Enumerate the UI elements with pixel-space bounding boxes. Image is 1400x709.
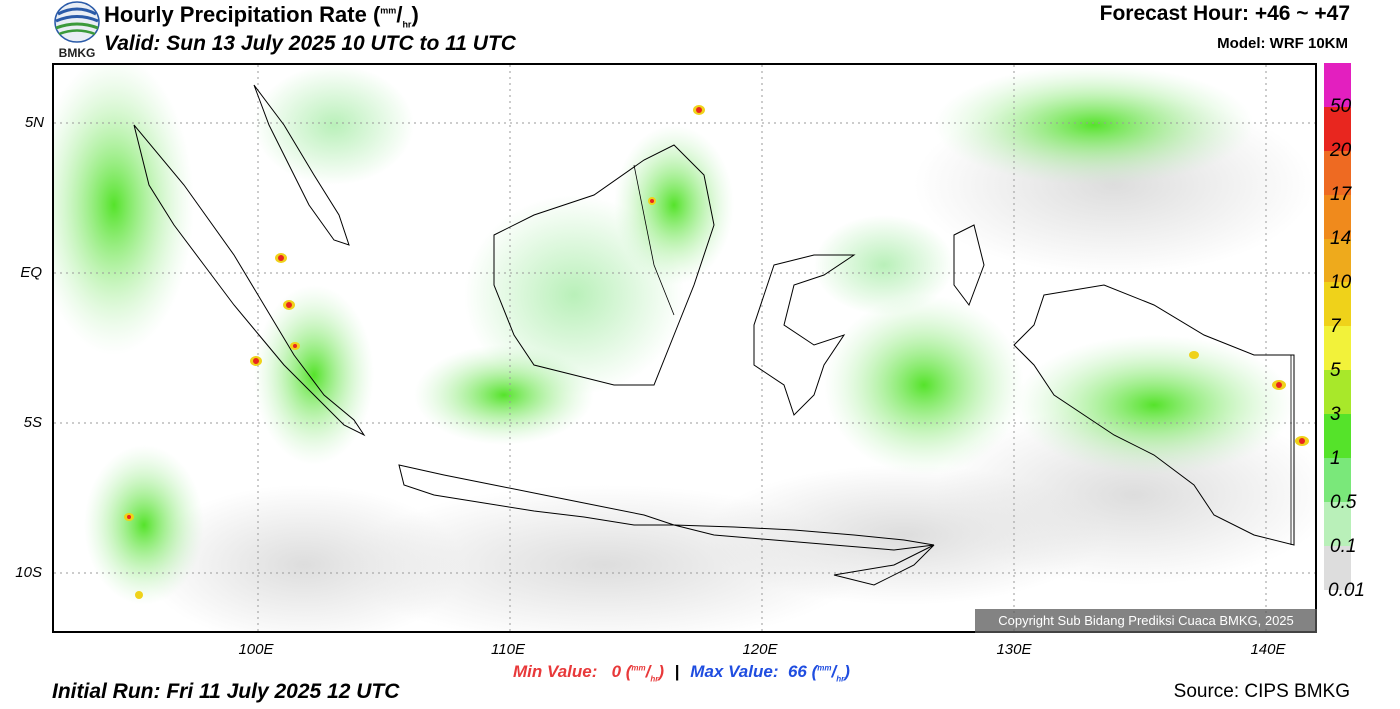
moderate-rain-areas bbox=[54, 65, 1294, 605]
heavy-rain-cells bbox=[124, 105, 1309, 599]
colorbar-swatch bbox=[1324, 150, 1351, 195]
colorbar-label: 5 bbox=[1330, 360, 1341, 381]
lon-label: 140E bbox=[1250, 641, 1286, 658]
copyright-notice: Copyright Sub Bidang Prediksi Cuaca BMKG… bbox=[975, 609, 1317, 633]
coastlines bbox=[133, 84, 1295, 586]
max-value: 66 bbox=[787, 662, 807, 681]
min-value: 0 bbox=[611, 662, 622, 681]
max-value-text: Max Value: 66 (mm/hr) bbox=[690, 662, 850, 684]
colorbar-swatch bbox=[1324, 458, 1351, 502]
min-value-text: Min Value: 0 (mm/hr) bbox=[513, 662, 665, 684]
colorbar-swatch bbox=[1324, 106, 1351, 151]
max-unit-num: mm bbox=[817, 663, 832, 673]
colorbar-swatch bbox=[1324, 326, 1351, 371]
lat-label: 5N bbox=[24, 114, 44, 131]
colorbar bbox=[1324, 63, 1351, 590]
colorbar-swatch bbox=[1324, 501, 1351, 546]
colorbar-swatch bbox=[1324, 370, 1351, 415]
map-canvas bbox=[54, 65, 1315, 631]
bmkg-logo bbox=[52, 0, 102, 62]
initial-run: Initial Run: Fri 11 July 2025 12 UTC bbox=[52, 680, 400, 703]
colorbar-label: 14 bbox=[1330, 228, 1352, 249]
valid-time: Valid: Sun 13 July 2025 10 UTC to 11 UTC bbox=[104, 32, 516, 55]
max-unit-den: hr bbox=[836, 674, 845, 684]
light-rain-areas bbox=[144, 95, 1315, 631]
lat-label: 5S bbox=[23, 414, 42, 431]
lat-label: EQ bbox=[20, 264, 42, 281]
colorbar-swatch bbox=[1324, 414, 1351, 459]
colorbar-swatch bbox=[1324, 545, 1351, 590]
min-unit-den: hr bbox=[650, 674, 659, 684]
lon-label: 110E bbox=[491, 641, 525, 658]
unit-numerator: mm bbox=[380, 5, 397, 16]
min-unit-num: mm bbox=[631, 663, 646, 673]
colorbar-label: 3 bbox=[1330, 404, 1341, 425]
colorbar-swatch bbox=[1324, 238, 1351, 283]
colorbar-label: 20 bbox=[1330, 140, 1352, 161]
colorbar-label: 17 bbox=[1330, 184, 1352, 205]
logo-text: BMKG bbox=[58, 46, 96, 60]
min-max-values: Min Value: 0 (mm/hr) | Max Value: 66 (mm… bbox=[513, 662, 850, 684]
colorbar-label: 1 bbox=[1330, 448, 1341, 469]
colorbar-label: 0.5 bbox=[1330, 492, 1357, 513]
model-label: Model: WRF 10KM bbox=[1217, 35, 1348, 52]
colorbar-swatch bbox=[1324, 194, 1351, 239]
lon-label: 100E bbox=[238, 641, 274, 658]
colorbar-swatch bbox=[1324, 282, 1351, 327]
lat-label: 10S bbox=[15, 564, 42, 581]
max-label: Max Value: bbox=[690, 662, 779, 681]
colorbar-label: 10 bbox=[1330, 272, 1352, 293]
precipitation-map bbox=[52, 63, 1317, 633]
page-title: Hourly Precipitation Rate (mm/hr) bbox=[104, 2, 419, 30]
graticule bbox=[54, 65, 1315, 631]
colorbar-label: 7 bbox=[1330, 316, 1341, 337]
colorbar-label: 0.1 bbox=[1330, 536, 1357, 557]
min-label: Min Value: bbox=[513, 662, 598, 681]
source-label: Source: CIPS BMKG bbox=[1173, 681, 1350, 702]
colorbar-label: 50 bbox=[1330, 96, 1352, 117]
lon-label: 130E bbox=[996, 641, 1032, 658]
unit-denominator: hr bbox=[402, 19, 412, 30]
colorbar-label: 0.01 bbox=[1328, 580, 1365, 601]
colorbar-swatch bbox=[1324, 63, 1351, 107]
title-text: Hourly Precipitation Rate bbox=[104, 2, 367, 27]
lon-label: 120E bbox=[742, 641, 778, 658]
forecast-hour: Forecast Hour: +46 ~ +47 bbox=[1099, 2, 1350, 25]
